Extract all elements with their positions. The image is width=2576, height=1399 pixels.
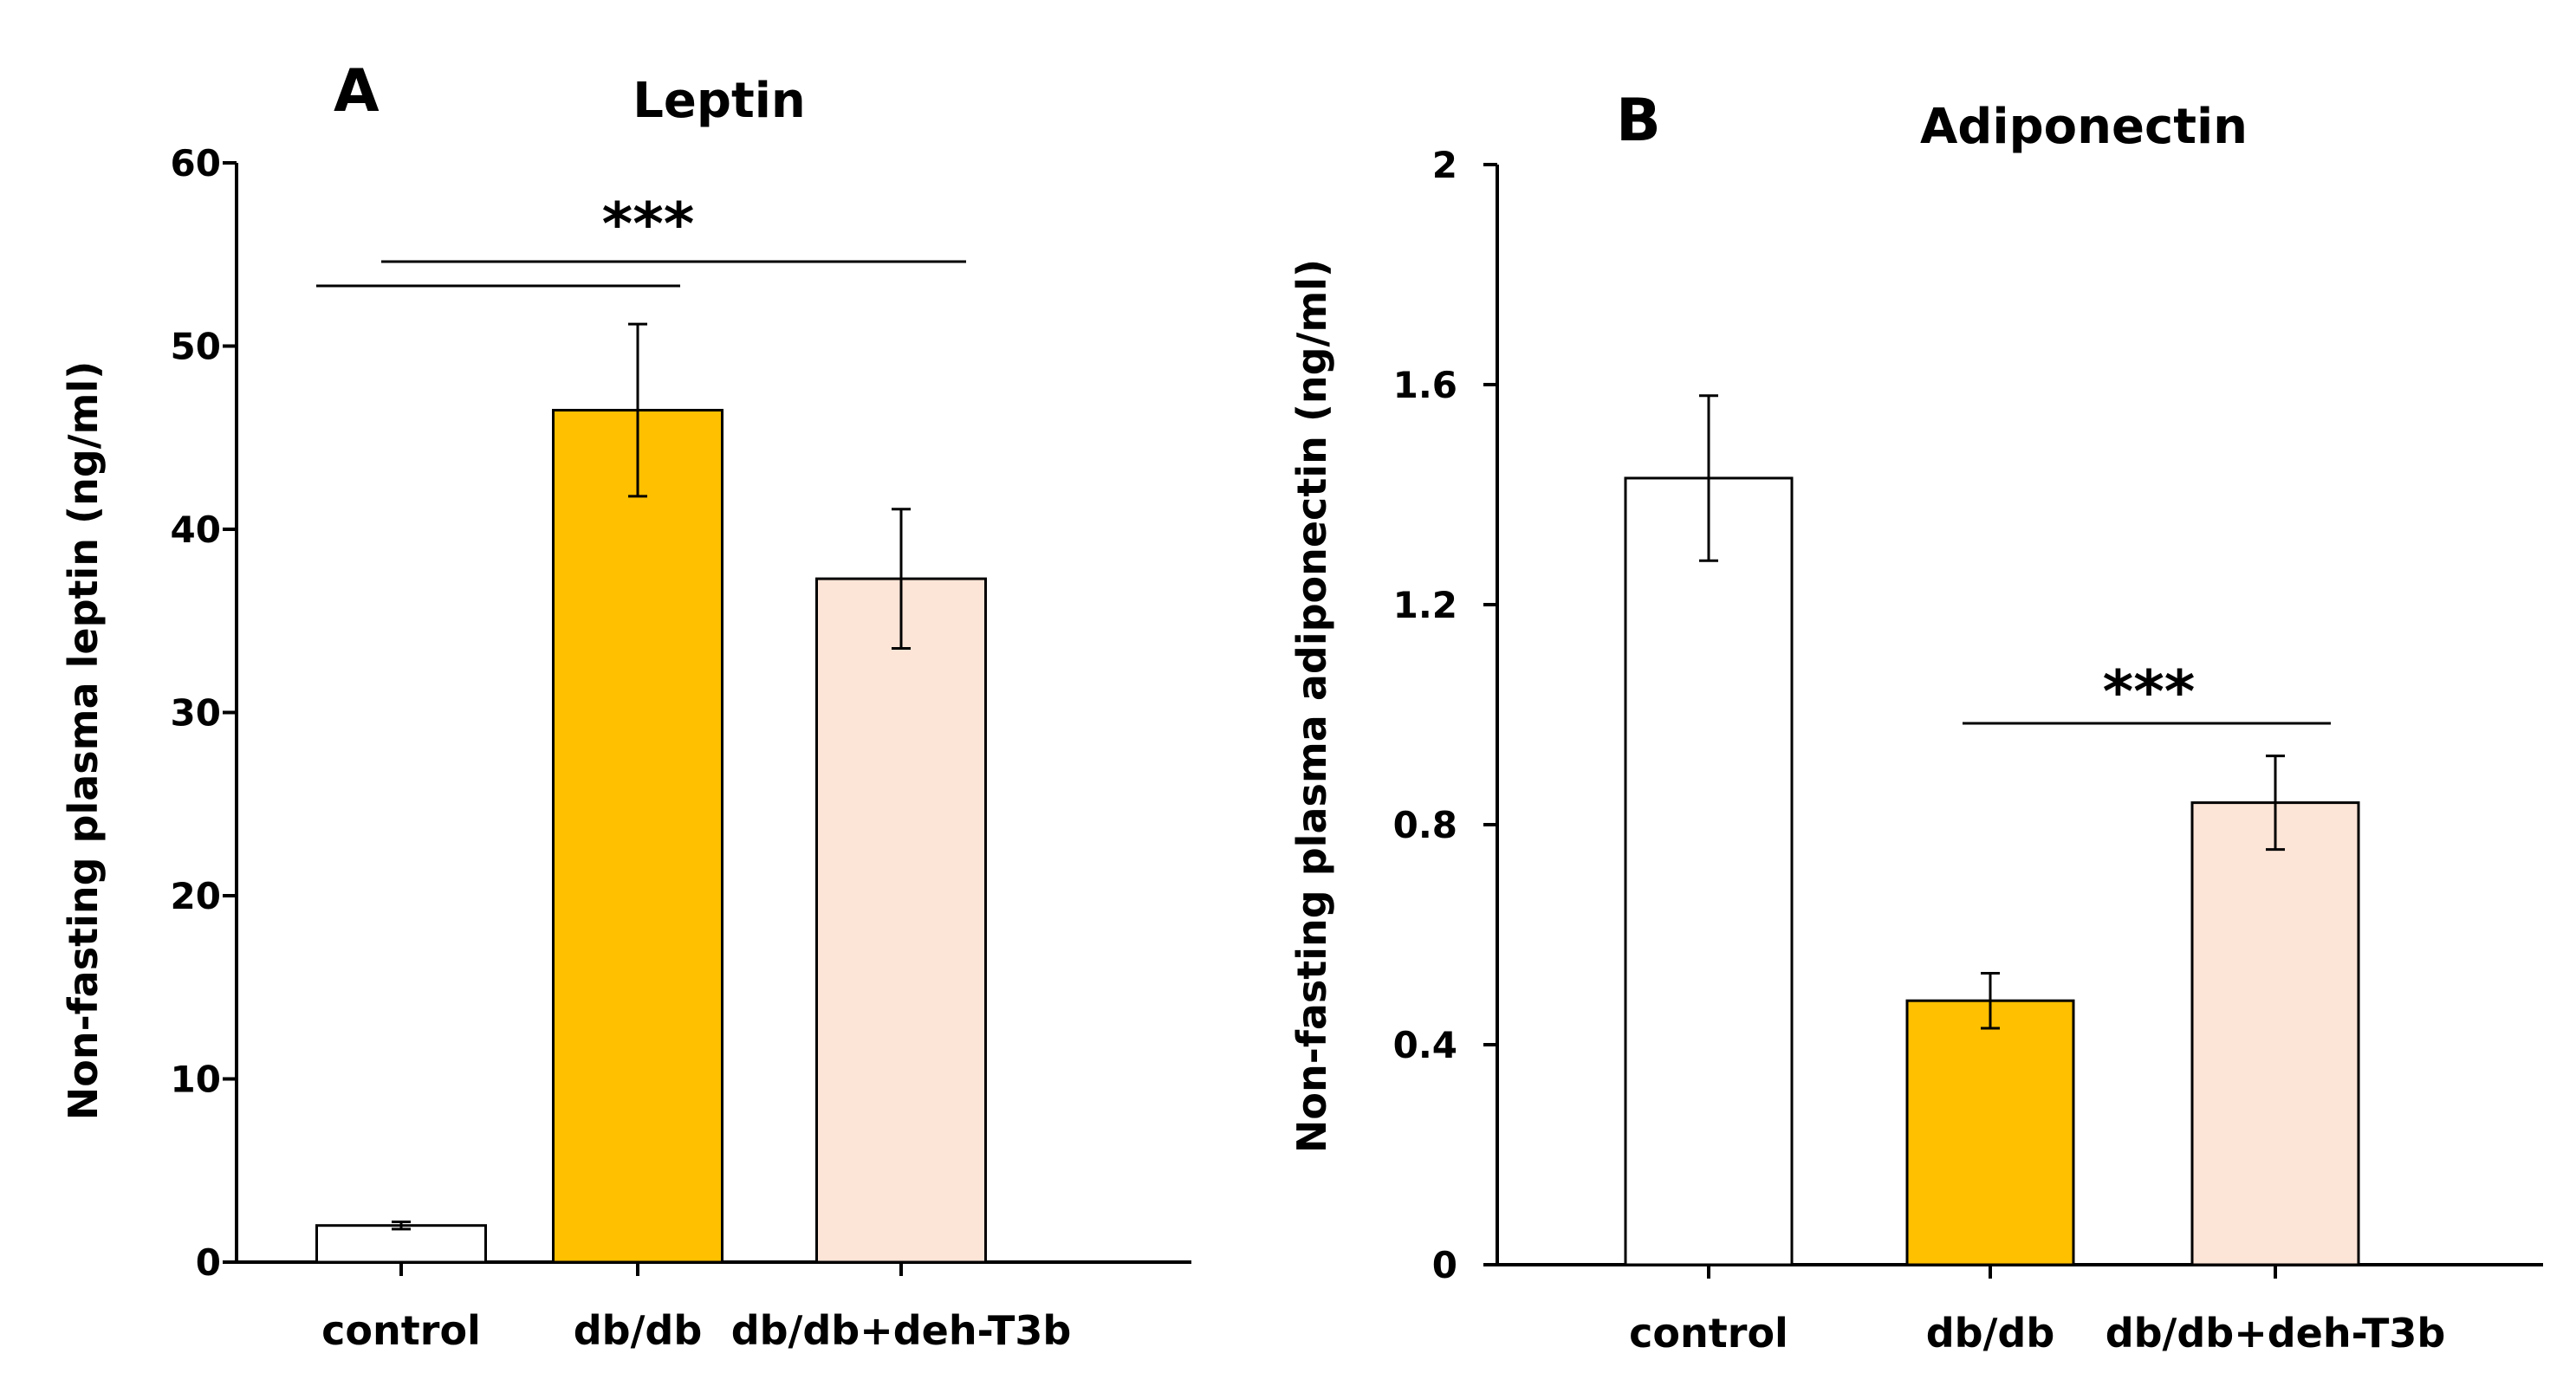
adiponectin-chart-title: Adiponectin [1920, 99, 2248, 155]
adiponectin-category-label: db/db [1926, 1310, 2055, 1357]
leptin-y-axis-title: Non-fasting plasma leptin (ng/ml) [60, 361, 107, 1121]
adiponectin-bar-3 [2190, 801, 2360, 1266]
leptin-category-label: db/db [574, 1307, 703, 1354]
leptin-chart-title: Leptin [633, 73, 806, 129]
adiponectin-significance-marker: *** [2103, 658, 2196, 727]
adiponectin-bar-2 [1905, 999, 2075, 1266]
adiponectin-category-label: db/db+deh-T3b [2106, 1310, 2446, 1357]
adiponectin-plot-area: 0 0.4 0.8 1.2 1.6 2 control db/db db/db+deh-T3b *… [1393, 144, 2543, 1357]
leptin-y-tick-label: 10 [171, 1059, 221, 1101]
adiponectin-y-tick-label: 0.4 [1393, 1024, 1457, 1066]
adiponectin-y-tick-label: 2 [1432, 144, 1457, 186]
leptin-bar-2 [552, 409, 723, 1264]
leptin-category-label: db/db+deh-T3b [731, 1307, 1072, 1354]
adiponectin-category-label: control [1629, 1310, 1788, 1357]
leptin-significance-marker: *** [602, 191, 695, 259]
adiponectin-y-tick-label: 1.2 [1393, 584, 1457, 626]
leptin-category-label: control [321, 1307, 481, 1354]
leptin-plot-area: 0 10 20 30 40 50 60 control db/db db/db+deh-T3b **… [171, 142, 1191, 1354]
adiponectin-y-tick-label: 0.8 [1393, 804, 1457, 846]
leptin-bar-1 [315, 1224, 487, 1264]
leptin-y-tick-label: 30 [171, 692, 221, 735]
panel-letter-b: B [1616, 87, 1661, 155]
panel-letter-a: A [334, 57, 380, 126]
leptin-y-tick-label: 20 [171, 875, 221, 917]
leptin-panel: A Leptin Non-fasting plasma leptin (ng/m… [60, 57, 1191, 1354]
leptin-y-tick-label: 60 [171, 142, 221, 185]
adiponectin-bar-1 [1624, 476, 1794, 1266]
adiponectin-y-tick-label: 1.6 [1393, 364, 1457, 406]
leptin-y-tick-label: 40 [171, 508, 221, 551]
leptin-y-tick-label: 0 [196, 1241, 221, 1284]
leptin-y-tick-label: 50 [171, 326, 221, 368]
adiponectin-y-axis-title: Non-fasting plasma adiponectin (ng/ml) [1288, 259, 1335, 1153]
leptin-bar-3 [815, 577, 987, 1264]
adiponectin-y-tick-label: 0 [1432, 1244, 1457, 1286]
adiponectin-panel: B Adiponectin Non-fasting plasma adipone… [1288, 87, 2543, 1357]
